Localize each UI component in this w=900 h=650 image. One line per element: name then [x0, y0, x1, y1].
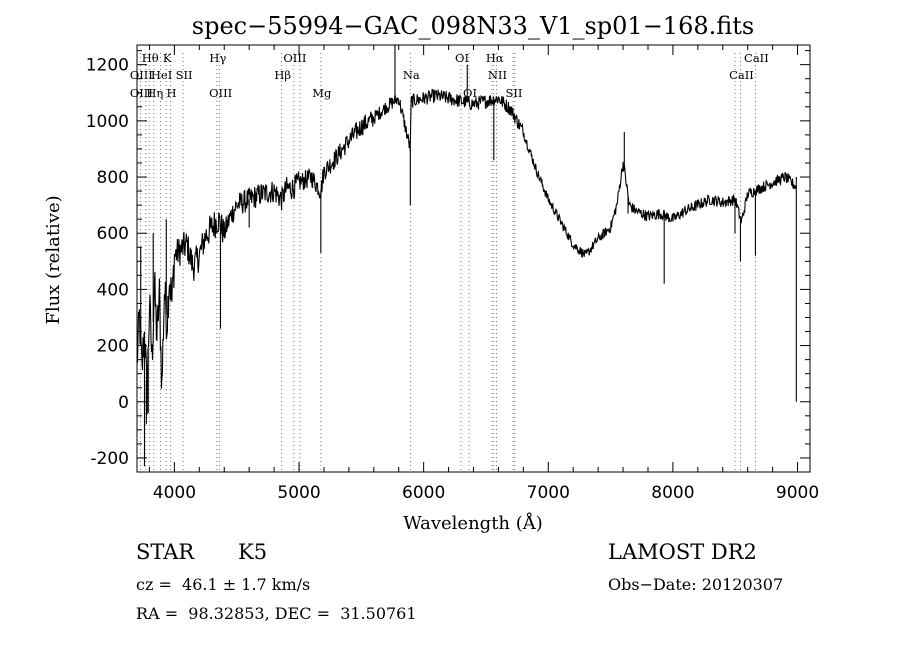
- spectral-line-label: NII: [488, 68, 507, 82]
- spectral-line-label: Hθ: [142, 51, 159, 65]
- survey-name: LAMOST DR2: [608, 540, 757, 564]
- y-tick-label: 200: [97, 337, 129, 357]
- spectral-line-label: Hγ: [209, 51, 226, 65]
- y-tick-label: 1000: [86, 112, 129, 132]
- spectral-line-label: SII: [506, 86, 523, 100]
- spectral-line-label: OI: [463, 86, 477, 100]
- y-tick-label: 1200: [86, 56, 129, 76]
- y-tick-label: 600: [97, 224, 129, 244]
- spectral-line-label: Mg: [312, 86, 332, 100]
- x-tick-label: 4000: [153, 483, 196, 503]
- spectral-line-label: Hη: [146, 86, 163, 100]
- spectral-line-label: SII: [176, 68, 193, 82]
- x-axis-label: Wavelength (Å): [403, 512, 543, 534]
- plot-axes: [136, 44, 811, 473]
- spectral-line-label: H: [167, 86, 177, 100]
- spectral-line-label: CaII: [729, 68, 754, 82]
- x-axis-ticks: 4000 5000 6000 7000 8000 9000: [148, 45, 819, 503]
- x-tick-label: 8000: [651, 483, 694, 503]
- object-subclass: K5: [238, 540, 268, 564]
- y-tick-label: 400: [97, 280, 129, 300]
- y-tick-label: 800: [97, 168, 129, 188]
- spectral-line-label: HeI: [151, 68, 172, 82]
- x-tick-label: 6000: [402, 483, 445, 503]
- x-tick-label: 9000: [776, 483, 819, 503]
- y-tick-label: -200: [90, 449, 129, 469]
- x-tick-label: 5000: [277, 483, 320, 503]
- y-axis-label: Flux (relative): [43, 195, 64, 324]
- plot-frame: [136, 44, 811, 473]
- spectral-line-markers: [139, 53, 756, 472]
- spectral-line-label: K: [163, 51, 172, 65]
- coordinates: RA = 98.32853, DEC = 31.50761: [136, 604, 417, 623]
- redshift-value: cz = 46.1 ± 1.7 km/s: [136, 575, 311, 594]
- spectral-line-label: CaII: [744, 51, 769, 65]
- spectral-line-label: Hβ: [274, 68, 291, 82]
- spectrum-series: [136, 88, 797, 415]
- spectral-line-label: Hα: [486, 51, 504, 65]
- spectral-line-label: OIII: [130, 68, 153, 82]
- spectral-line-label: Na: [403, 68, 420, 82]
- spectrum-features: [140, 45, 797, 467]
- spectral-line-label: OIII: [209, 86, 232, 100]
- y-tick-label: 0: [118, 393, 129, 413]
- spectral-line-label: OI: [455, 51, 469, 65]
- x-tick-label: 7000: [527, 483, 570, 503]
- y-axis-ticks: -200 0 200 400 600 800 1000 1200: [86, 50, 810, 469]
- object-class: STAR: [136, 540, 195, 564]
- observation-date: Obs−Date: 20120307: [608, 575, 784, 594]
- chart-title: spec−55994−GAC_098N33_V1_sp01−168.fits: [192, 12, 754, 40]
- spectral-line-label: OIII: [283, 51, 306, 65]
